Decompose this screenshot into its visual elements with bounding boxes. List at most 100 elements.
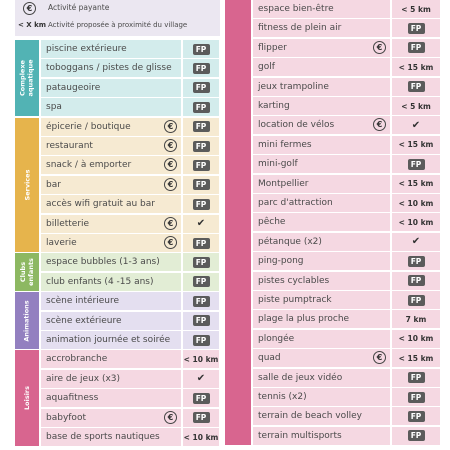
status-cell: FP (183, 292, 219, 311)
status: FP (192, 256, 210, 268)
status-cell: < 10 km (183, 428, 219, 446)
activity-name: animation journée et soirée (41, 331, 181, 349)
status-cell: ✔ (392, 116, 440, 135)
status-cell: ✔ (392, 232, 440, 251)
activity-name: salle de jeux vidéo (253, 368, 390, 387)
status-cell: FP (183, 311, 219, 330)
activity-name: scène intérieure (41, 292, 181, 311)
status-cell: FP (392, 252, 440, 271)
section-band: Animations (15, 292, 39, 349)
activity-name: toboggans / pistes de glisse (41, 59, 181, 78)
status-cell: < 10 km (183, 350, 219, 369)
activity-name: jeux trampoline (253, 77, 390, 96)
status: FP (407, 275, 425, 287)
activity-name: scène extérieure (41, 311, 181, 330)
status: FP (192, 198, 210, 210)
status: FP (407, 391, 425, 403)
status: FP (192, 237, 210, 249)
status: FP (407, 22, 425, 34)
activity-name: snack / à emporter (41, 156, 181, 175)
activity-name: location de vélos (253, 116, 390, 135)
section-band: Loisirs (15, 350, 39, 446)
activity-name: tennis (x2) (253, 388, 390, 406)
status-cell: FP (392, 155, 440, 174)
activity-name: laverie (41, 234, 181, 252)
status: ✔ (196, 373, 206, 385)
activity-name: aquafitness (41, 389, 181, 408)
status: < 5 km (401, 4, 431, 14)
status: < 10 km (183, 432, 219, 442)
status-cell: ✔ (183, 214, 219, 233)
status-cell: FP (392, 368, 440, 387)
activity-name: accrobranche (41, 350, 181, 369)
status: FP (192, 82, 210, 94)
status: < 15 km (398, 179, 434, 189)
status-cell: FP (183, 98, 219, 117)
status-cell: FP (183, 156, 219, 175)
status-cell: FP (183, 234, 219, 252)
status: < 10 km (183, 354, 219, 364)
status: FP (407, 81, 425, 93)
status-cell: FP (392, 19, 440, 38)
activity-name: terrain multisports (253, 426, 390, 445)
status-cell: < 10 km (392, 213, 440, 232)
activity-name: mini-golf (253, 155, 390, 174)
activity-name: pataugeoire (41, 78, 181, 97)
activity-name: plage la plus proche (253, 310, 390, 329)
paid-label: Activité payante (48, 3, 110, 12)
activity-name: restaurant (41, 137, 181, 155)
activity-name: espace bien-être (253, 0, 390, 18)
status-cell: FP (392, 426, 440, 445)
status-cell: < 5 km (392, 97, 440, 115)
activity-name: bar (41, 175, 181, 194)
section-label: Animations (23, 300, 31, 341)
status: ✔ (411, 236, 421, 248)
status-cell: FP (183, 137, 219, 155)
activity-name: spa (41, 98, 181, 117)
status: FP (192, 159, 210, 171)
status-cell: FP (183, 175, 219, 194)
status: FP (407, 294, 425, 306)
activity-name: parc d'attraction (253, 194, 390, 212)
section-band (225, 0, 251, 445)
status-cell: FP (392, 407, 440, 426)
status-cell: FP (392, 388, 440, 406)
status-cell: FP (183, 253, 219, 272)
status-cell: FP (392, 291, 440, 309)
status: FP (407, 410, 425, 422)
activity-name: pistes cyclables (253, 271, 390, 290)
activity-name: épicerie / boutique (41, 117, 181, 136)
status: < 10 km (398, 334, 434, 344)
status: FP (192, 43, 210, 55)
status-cell: FP (183, 78, 219, 97)
activity-name: flipper (253, 38, 390, 57)
status-cell: < 15 km (392, 135, 440, 154)
activity-name: mini fermes (253, 135, 390, 154)
status: < 10 km (398, 217, 434, 227)
status-cell: FP (183, 331, 219, 349)
status-cell: FP (183, 117, 219, 136)
paid-icon: € (373, 118, 386, 132)
paid-icon: € (164, 119, 177, 133)
status: FP (192, 179, 210, 191)
paid-icon: € (164, 410, 177, 424)
paid-icon: € (23, 2, 36, 15)
activity-name: golf (253, 58, 390, 77)
status: FP (192, 315, 210, 327)
legend: € Activité payante < X km Activité propo… (15, 0, 220, 36)
status: FP (192, 62, 210, 74)
section-label: Services (23, 169, 31, 200)
status: FP (192, 101, 210, 113)
status-cell: FP (183, 408, 219, 427)
status: FP (407, 42, 425, 54)
section-label: Clubs enfants (19, 258, 35, 286)
paid-icon: € (164, 139, 177, 152)
activity-name: terrain de beach volley (253, 407, 390, 426)
status-cell: < 5 km (392, 0, 440, 18)
activity-name: karting (253, 97, 390, 115)
status-cell: FP (183, 59, 219, 78)
paid-icon: € (373, 40, 386, 54)
status-cell: FP (392, 271, 440, 290)
status: ✔ (411, 119, 421, 131)
